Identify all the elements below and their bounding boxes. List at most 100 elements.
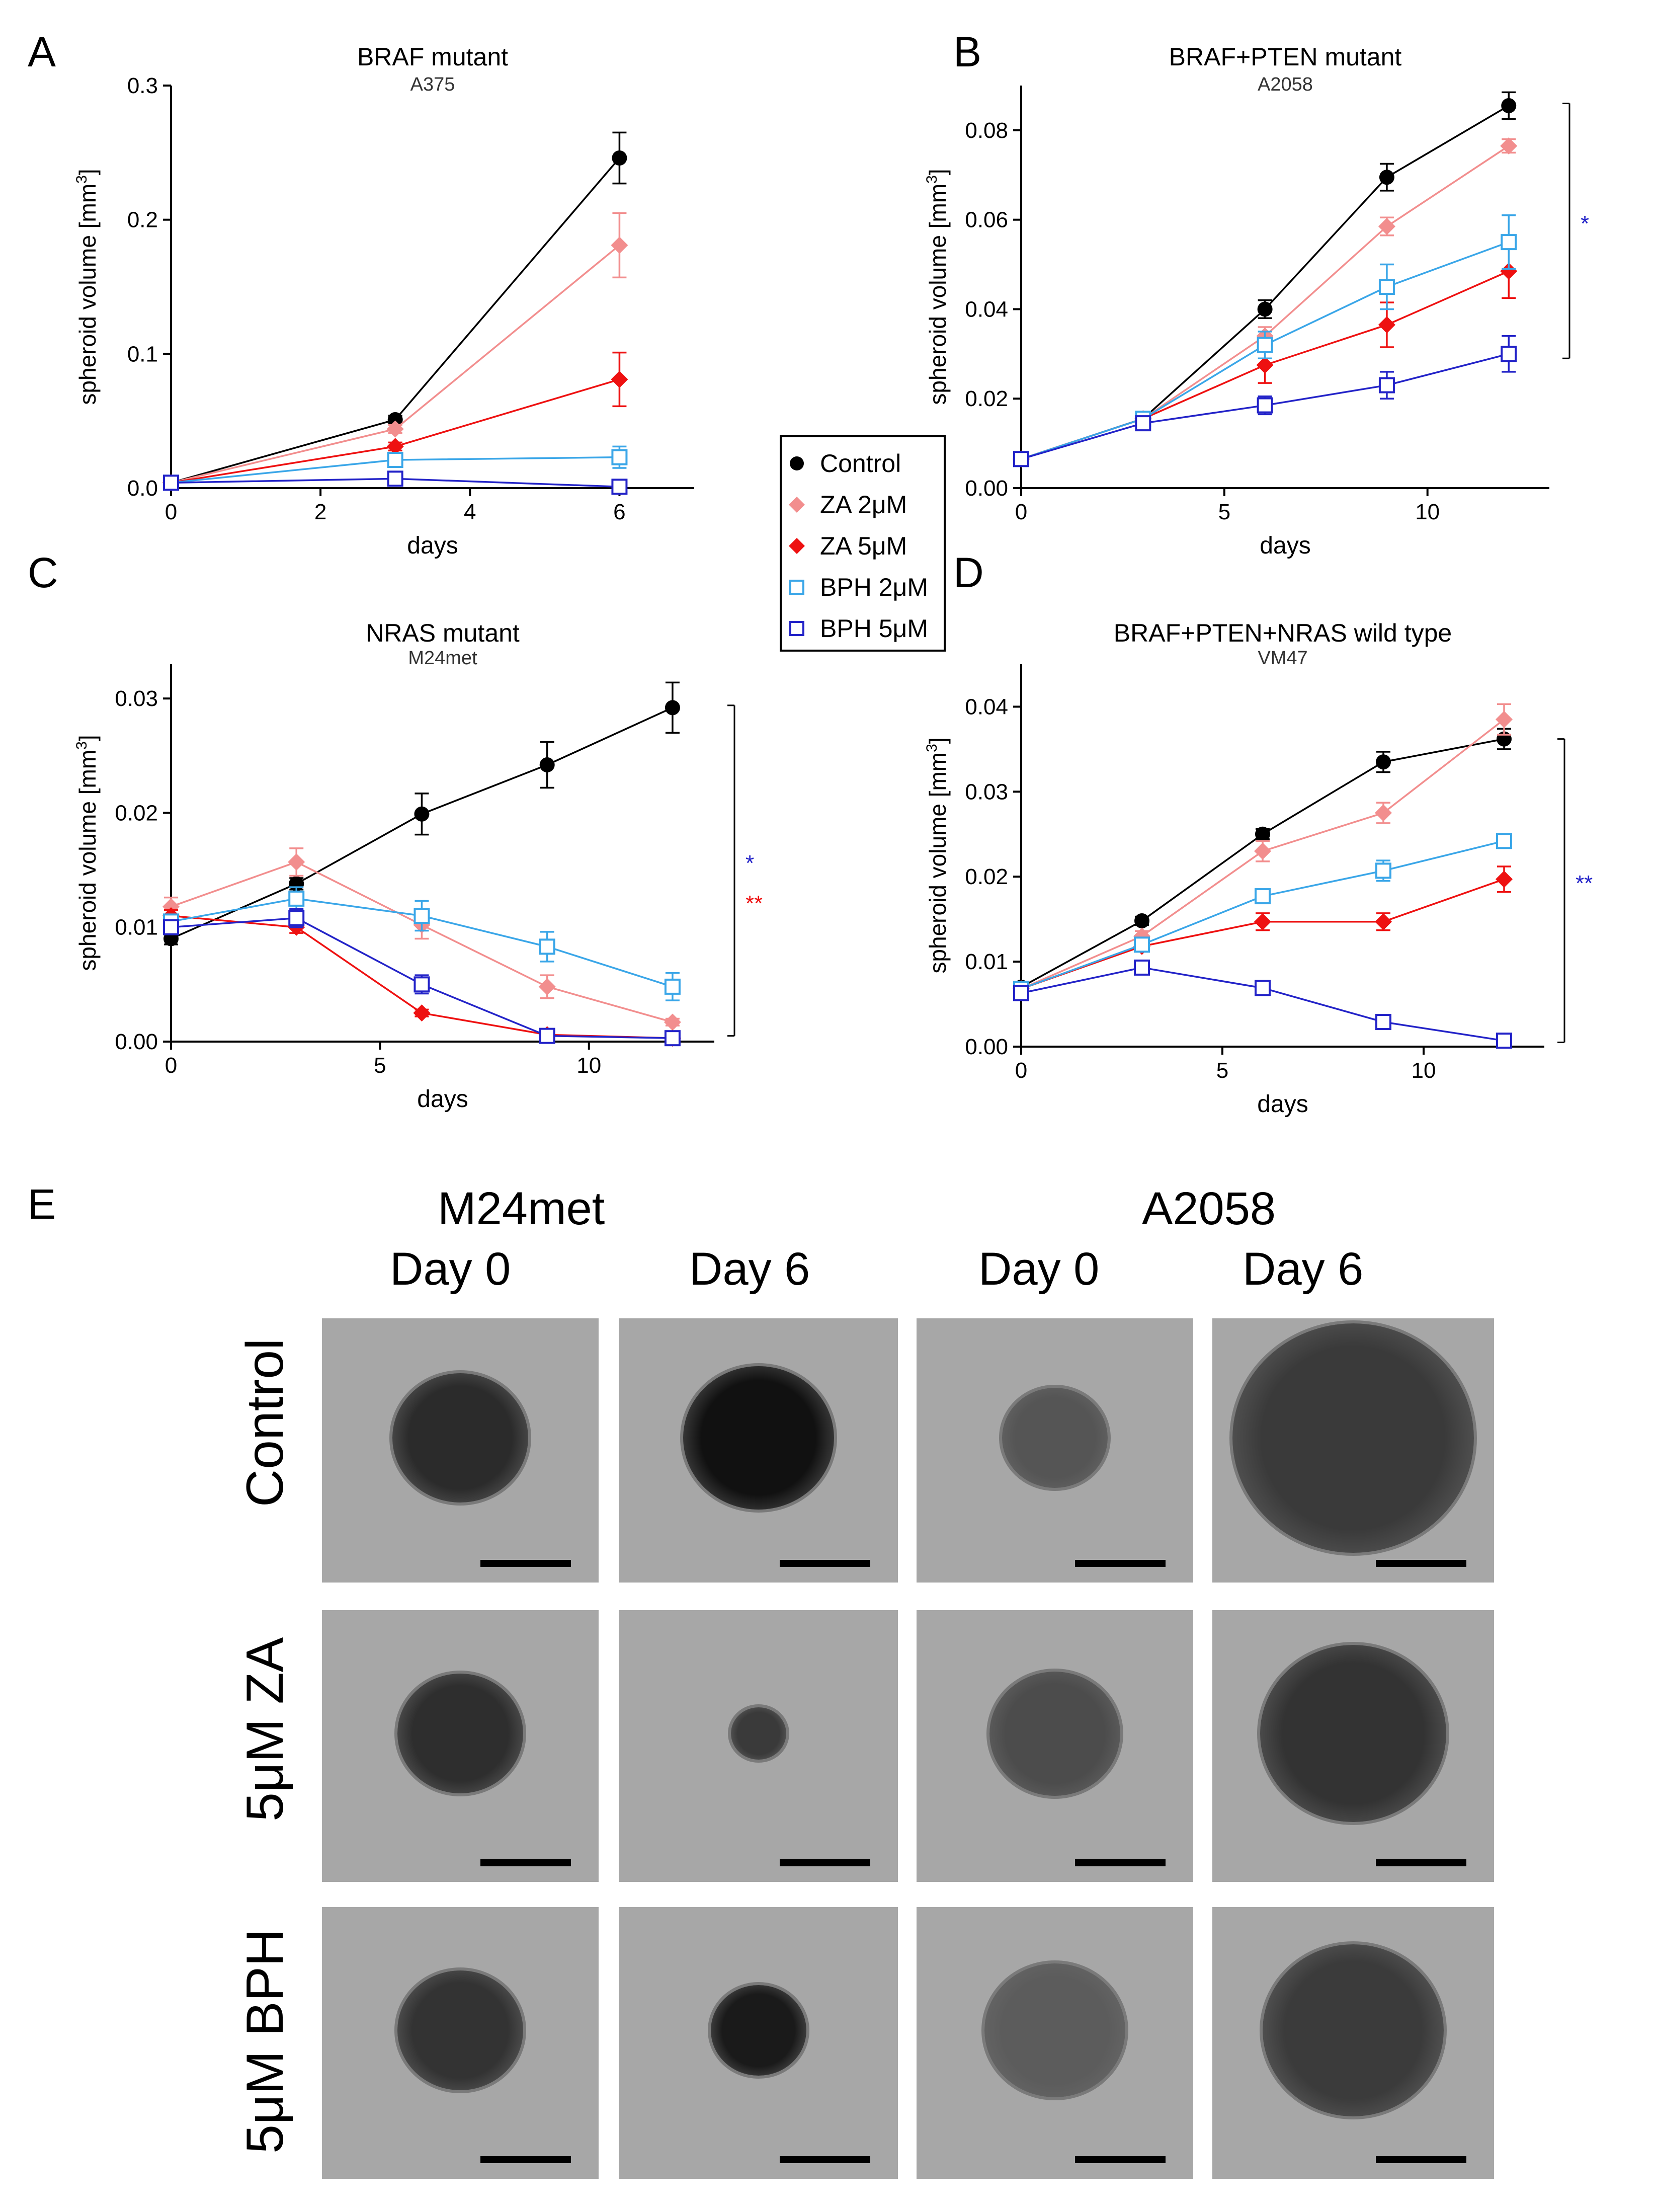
microscopy-image (917, 1907, 1193, 2179)
day-label: Day 0 (978, 1243, 1100, 1295)
y-tick-label: 0.2 (127, 208, 158, 232)
x-axis-label: days (417, 1086, 468, 1113)
x-tick-label: 0 (1015, 1058, 1027, 1083)
chart-title: NRAS mutant (366, 619, 520, 647)
scale-bar (1075, 1560, 1166, 1567)
panel-letter-a: A (28, 28, 56, 75)
y-tick-label: 0.02 (965, 386, 1008, 411)
x-axis-label: days (1257, 1091, 1308, 1118)
y-axis-label: spheroid volume [mm3] (75, 735, 101, 971)
y-tick-label: 0.04 (965, 297, 1008, 322)
data-point (163, 919, 179, 935)
scale-bar (1075, 1859, 1166, 1866)
spheroid (1263, 1944, 1444, 2116)
legend-marker-za-2um (789, 497, 805, 513)
data-point (386, 420, 404, 438)
spheroid (710, 1985, 806, 2076)
data-point (413, 1004, 431, 1022)
y-tick-label: 0.03 (965, 779, 1008, 804)
data-point (1257, 337, 1273, 353)
legend-item-za-2um: ZA 2μM (782, 485, 944, 525)
data-point (1500, 137, 1518, 154)
data-point (1378, 377, 1395, 393)
microscopy-image (322, 1610, 599, 1882)
y-tick-label: 0.1 (127, 342, 158, 366)
data-point (1378, 218, 1395, 235)
y-tick-label: 0.00 (115, 1030, 158, 1054)
legend: Control ZA 2μM ZA 5μM BPH 2μM BPH 5μM (780, 435, 946, 652)
data-point (1378, 279, 1395, 295)
spheroid (984, 1963, 1125, 2097)
x-tick-label: 10 (1412, 1058, 1436, 1083)
scale-bar (1376, 1560, 1466, 1567)
y-tick-label: 0.08 (965, 118, 1008, 143)
data-point (386, 438, 404, 455)
panel-letter-e: E (28, 1180, 56, 1228)
data-point (1375, 804, 1392, 822)
y-tick-label: 0.01 (115, 915, 158, 940)
y-tick-label: 0.04 (965, 694, 1008, 719)
x-tick-label: 0 (1015, 500, 1027, 524)
data-point (1501, 234, 1517, 251)
data-point (1501, 98, 1517, 113)
significance-marker: * (1581, 211, 1589, 236)
y-tick-label: 0.06 (965, 208, 1008, 232)
spheroid (397, 1970, 523, 2090)
row-label-za: 5μM ZA (236, 1637, 294, 1822)
chart-title: BRAF mutant (357, 43, 508, 71)
data-point (387, 412, 403, 427)
microscopy-image (322, 1907, 599, 2179)
legend-item-za-5um: ZA 5μM (782, 526, 944, 566)
x-tick-label: 5 (374, 1053, 386, 1078)
legend-item-bph-2um: BPH 2μM (782, 567, 944, 607)
scale-bar (480, 1859, 571, 1866)
data-point (1379, 170, 1394, 185)
legend-marker-za-5um (789, 538, 805, 554)
data-point (1013, 985, 1029, 1001)
scale-bar (480, 2156, 571, 2163)
microscopy-image (619, 1610, 898, 1882)
spheroid (1232, 1323, 1474, 1553)
x-tick-label: 5 (1218, 500, 1230, 524)
day-label: Day 6 (689, 1243, 810, 1295)
legend-marker-bph-5um (789, 621, 804, 636)
spheroid (1002, 1387, 1108, 1488)
x-axis-label: days (407, 532, 458, 559)
data-point (539, 1028, 555, 1044)
scale-bar (780, 1859, 870, 1866)
row-label-control: Control (236, 1338, 294, 1507)
data-point (1496, 710, 1513, 728)
legend-label: Control (820, 449, 901, 478)
data-point (1501, 346, 1517, 362)
data-point (1257, 301, 1273, 317)
data-point (387, 452, 403, 468)
scale-bar (480, 1560, 571, 1567)
microscopy-image (1212, 1907, 1494, 2179)
data-point (1135, 415, 1151, 432)
data-point (611, 236, 628, 254)
data-point (1496, 833, 1512, 849)
data-point (1254, 842, 1271, 860)
y-tick-label: 0.02 (965, 864, 1008, 889)
significance-marker: ** (1576, 871, 1593, 896)
microscopy-image (1212, 1610, 1494, 1882)
data-point (611, 449, 628, 465)
microscopy-image (917, 1610, 1193, 1882)
y-tick-label: 0.02 (115, 801, 158, 825)
data-point (664, 978, 681, 995)
y-axis-label: spheroid volume [mm3] (924, 169, 951, 405)
spheroid (1260, 1645, 1446, 1822)
x-tick-label: 0 (165, 500, 177, 524)
data-point (1134, 959, 1150, 976)
data-point (1375, 862, 1391, 879)
data-point (1500, 262, 1518, 280)
y-tick-label: 0.0 (127, 476, 158, 501)
legend-label: ZA 2μM (820, 491, 907, 519)
y-tick-label: 0.03 (115, 686, 158, 711)
legend-label: BPH 5μM (820, 614, 928, 643)
x-tick-label: 6 (613, 500, 625, 524)
data-point (1255, 980, 1271, 996)
data-point (1134, 936, 1150, 953)
data-point (1375, 1014, 1391, 1031)
x-tick-label: 5 (1216, 1058, 1228, 1083)
